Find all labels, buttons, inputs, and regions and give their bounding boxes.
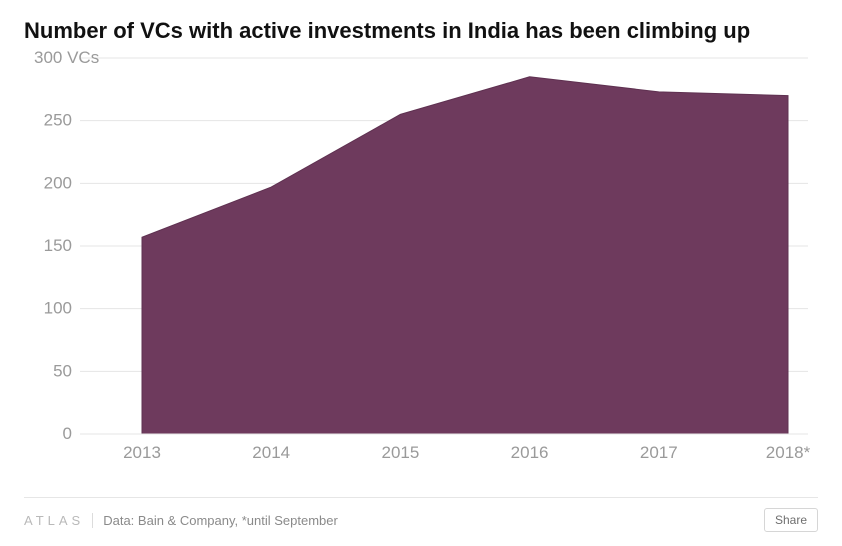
area-chart-svg: 0 50 100 150 200 250 300 VCs 2013 2014 2015 2016 20… — [24, 50, 818, 468]
y-tick-label: 300 VCs — [34, 50, 99, 67]
data-source: Bain & Company, *until September — [138, 513, 338, 528]
x-tick-label: 2014 — [252, 443, 290, 462]
x-tick-label: 2015 — [381, 443, 419, 462]
y-tick-label: 200 — [44, 173, 72, 192]
x-tick-label: 2018* — [766, 443, 811, 462]
x-tick-label: 2016 — [511, 443, 549, 462]
chart-area: 0 50 100 150 200 250 300 VCs 2013 2014 2015 2016 20… — [24, 50, 818, 489]
x-tick-label: 2017 — [640, 443, 678, 462]
chart-footer: ATLAS Data: Bain & Company, *until Septe… — [24, 497, 818, 532]
chart-title: Number of VCs with active investments in… — [24, 18, 818, 44]
area-series — [142, 77, 788, 434]
y-tick-label: 50 — [53, 361, 72, 380]
share-button[interactable]: Share — [764, 508, 818, 532]
y-tick-label: 150 — [44, 236, 72, 255]
y-tick-label: 100 — [44, 299, 72, 318]
footer-left: ATLAS Data: Bain & Company, *until Septe… — [24, 513, 338, 528]
data-label: Data: — [103, 513, 134, 528]
y-tick-label: 250 — [44, 111, 72, 130]
y-tick-label: 0 — [63, 424, 72, 443]
atlas-logo: ATLAS — [24, 513, 93, 528]
x-tick-label: 2013 — [123, 443, 161, 462]
